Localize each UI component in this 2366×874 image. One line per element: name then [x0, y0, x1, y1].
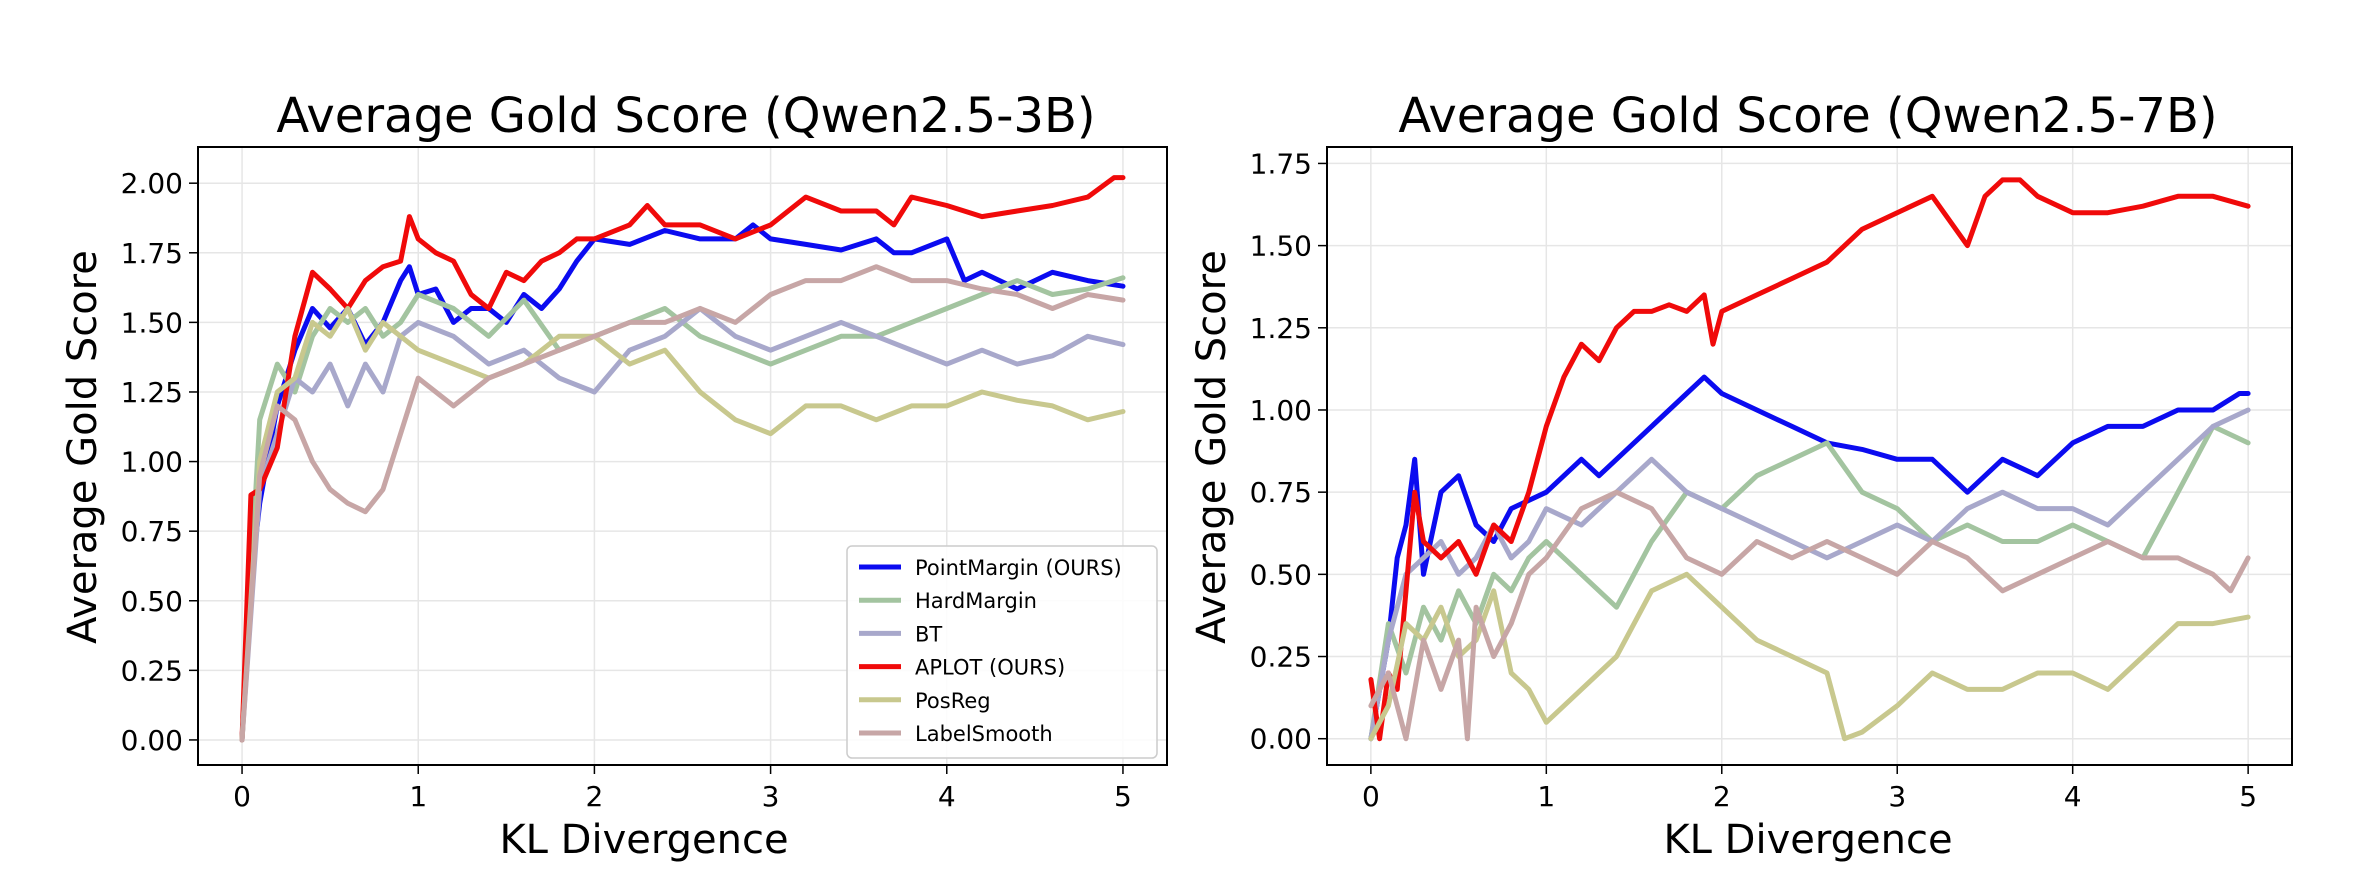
x-tick-label: 0 [233, 780, 251, 813]
panel-qwen-7b: Average Gold Score (Qwen2.5-7B) KL Diver… [1189, 88, 2293, 863]
y-tick-label: 1.00 [1250, 394, 1312, 427]
y-tick-label: 1.50 [1250, 230, 1312, 263]
series-line-labelsmooth [1368, 489, 2251, 742]
x-axis-label: KL Divergence [499, 817, 788, 863]
y-tick-label: 1.75 [1250, 147, 1312, 180]
legend-label: LabelSmooth [915, 722, 1053, 746]
series-line-bt [1368, 407, 2251, 742]
series-lines [239, 175, 1126, 743]
series-lines [1368, 177, 2251, 742]
series-line-aplot-ours [239, 175, 1126, 743]
plot-frame [197, 146, 1168, 766]
x-tick-label: 4 [938, 780, 956, 813]
y-tick-label: 1.50 [121, 306, 183, 339]
x-tick-label: 1 [409, 780, 427, 813]
y-tick-label: 1.00 [121, 446, 183, 479]
x-tick-label: 5 [1114, 780, 1132, 813]
legend-label: PosReg [915, 689, 991, 713]
panel-qwen-3b: Average Gold Score (Qwen2.5-3B) KL Diver… [60, 88, 1168, 863]
x-tick-label: 3 [762, 780, 780, 813]
series-line-pointmargin-ours [1368, 374, 2251, 742]
grid [1327, 147, 2292, 765]
y-axis-label: Average Gold Score [60, 250, 106, 644]
y-tick-label: 0.75 [121, 515, 183, 548]
chart-title: Average Gold Score (Qwen2.5-3B) [276, 88, 1095, 144]
x-tick-label: 4 [2064, 780, 2082, 813]
plot-frame [1326, 146, 2293, 766]
x-tick-label: 0 [1362, 780, 1380, 813]
y-tick-label: 1.25 [1250, 312, 1312, 345]
series-line-aplot-ours [1368, 177, 2251, 742]
y-tick-label: 2.00 [121, 167, 183, 200]
y-tick-label: 0.00 [1250, 723, 1312, 756]
legend-box [846, 545, 1158, 759]
legend-label: BT [915, 622, 942, 646]
y-tick-label: 0.00 [121, 724, 183, 757]
series-line-hardmargin [1368, 423, 2251, 742]
y-tick-label: 0.50 [1250, 558, 1312, 591]
ticks: 0 1 2 3 4 5 0.00 0.25 0.50 0.75 1.00 1.25 1.50 1.75 2.… [121, 167, 1132, 813]
x-tick-label: 5 [2239, 780, 2257, 813]
legend-label: APLOT (OURS) [915, 656, 1065, 680]
legend-label: PointMargin (OURS) [915, 556, 1122, 580]
legend: PointMargin (OURS) HardMargin BT APLOT (OUR… [846, 545, 1158, 759]
y-tick-label: 1.75 [121, 237, 183, 270]
x-tick-label: 2 [1713, 780, 1731, 813]
x-tick-label: 1 [1537, 780, 1555, 813]
y-tick-label: 0.50 [121, 585, 183, 618]
y-tick-label: 1.25 [121, 376, 183, 409]
legend-label: HardMargin [915, 589, 1037, 613]
series-line-bt [239, 306, 1126, 743]
x-axis-label: KL Divergence [1663, 817, 1952, 863]
x-tick-label: 3 [1888, 780, 1906, 813]
y-tick-label: 0.75 [1250, 476, 1312, 509]
series-line-labelsmooth [239, 264, 1126, 743]
chart-title: Average Gold Score (Qwen2.5-7B) [1398, 88, 2217, 144]
y-axis-label: Average Gold Score [1189, 250, 1235, 644]
ticks: 0 1 2 3 4 5 0.00 0.25 0.50 0.75 1.00 1.25 1.50 1.75 [1250, 147, 2257, 813]
y-tick-label: 0.25 [121, 654, 183, 687]
y-tick-label: 0.25 [1250, 641, 1312, 674]
x-tick-label: 2 [585, 780, 603, 813]
